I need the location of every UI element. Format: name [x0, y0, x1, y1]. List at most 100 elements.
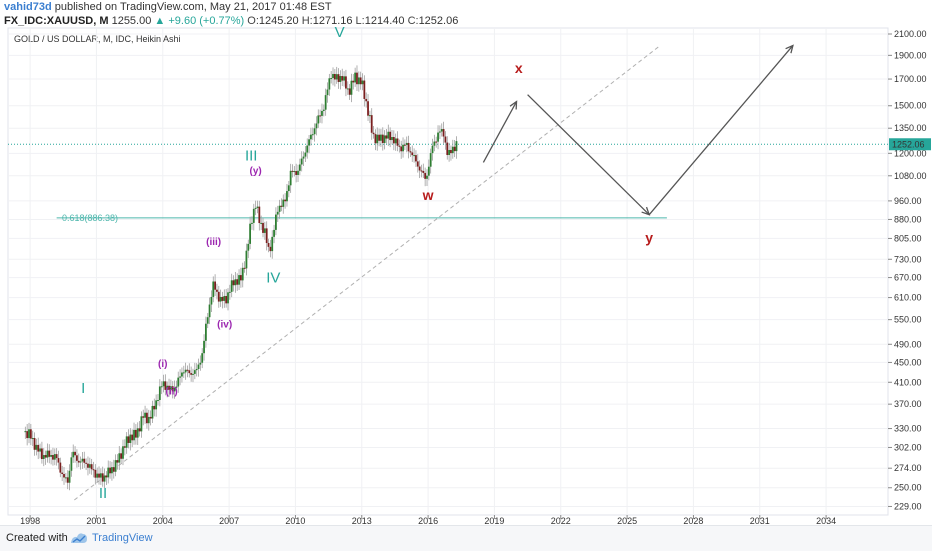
candle-up — [387, 131, 390, 139]
candle-up — [46, 450, 49, 458]
candle-up — [230, 280, 233, 292]
candle-up — [376, 134, 379, 144]
symbol-info: FX_IDC:XAUUSD, M 1255.00 ▲ +9.60 (+0.77%… — [4, 15, 458, 27]
projection-arrows[interactable] — [482, 44, 794, 216]
candle-down — [422, 170, 425, 173]
candle-down — [262, 222, 264, 233]
candle-up — [182, 372, 185, 374]
candle-up — [81, 458, 84, 462]
candle-down — [409, 151, 412, 153]
candle-down — [284, 199, 287, 202]
candle-up — [88, 464, 91, 468]
y-tick-label: 1080.00 — [894, 171, 927, 181]
candle-up — [275, 214, 277, 230]
candle-up — [103, 475, 106, 482]
candle-up — [35, 444, 38, 450]
time-axis[interactable]: 1998 2001 2004 2007 2010 2013 2016 2019 2022 2025… — [20, 515, 836, 525]
projection-arrow[interactable] — [527, 94, 650, 216]
candle-up — [245, 250, 248, 269]
author-link[interactable]: vahid73d — [4, 1, 52, 13]
candle-up — [31, 438, 34, 440]
candle-up — [181, 372, 183, 377]
candle-up — [448, 149, 451, 156]
candle-up — [322, 109, 325, 111]
publish-info: vahid73d published on TradingView.com, M… — [4, 1, 332, 13]
wave-label: II — [99, 485, 107, 502]
candle-up — [50, 455, 53, 457]
candle-up — [328, 78, 331, 90]
candle-up — [297, 170, 299, 175]
candle-down — [269, 246, 272, 252]
candle-down — [319, 115, 322, 117]
candle-up — [311, 134, 314, 136]
candle-up — [252, 208, 255, 223]
candle-up — [249, 223, 252, 244]
wave-label: I — [81, 380, 85, 397]
candle-down — [186, 369, 189, 371]
candle-down — [112, 467, 115, 472]
candle-down — [403, 144, 406, 146]
arrow-head-icon — [509, 100, 518, 110]
candle-up — [199, 362, 202, 365]
candle-up — [251, 222, 253, 224]
symbol-name[interactable]: FX_IDC:XAUUSD, M — [4, 15, 109, 27]
trendline[interactable] — [74, 45, 661, 501]
candle-up — [324, 95, 327, 110]
candle-up — [433, 141, 436, 146]
tradingview-link[interactable]: TradingView — [92, 532, 153, 544]
candle-down — [416, 161, 419, 167]
candle-up — [357, 77, 360, 85]
candle-up — [339, 76, 342, 82]
candle-down — [66, 477, 69, 483]
y-tick-label: 1700.00 — [894, 74, 927, 84]
wave-label: III — [245, 148, 258, 165]
candle-down — [94, 469, 97, 478]
wave-label: IV — [266, 269, 280, 286]
candle-up — [197, 364, 200, 370]
candle-up — [140, 416, 143, 432]
candle-up — [28, 429, 30, 439]
chart-title: GOLD / US DOLLAR, M, IDC, Heikin Ashi — [14, 34, 181, 44]
candle-up — [144, 412, 146, 418]
candle-down — [225, 295, 228, 304]
candle-up — [343, 76, 345, 81]
x-tick-label: 2001 — [86, 516, 106, 525]
projection-arrow[interactable] — [482, 101, 518, 163]
candle-up — [282, 199, 285, 207]
candle-down — [374, 134, 377, 144]
candle-down — [57, 458, 60, 463]
candle-up — [147, 416, 150, 424]
candle-up — [203, 340, 205, 354]
footer: Created with TradingView — [0, 525, 932, 551]
candle-up — [260, 222, 263, 224]
projection-arrow[interactable] — [648, 45, 794, 216]
price-axis[interactable]: 2100.00 1900.00 1700.00 1500.00 1350.00 1200.… — [888, 29, 931, 511]
candle-down — [418, 166, 421, 171]
candle-up — [350, 80, 353, 95]
candle-up — [247, 243, 250, 251]
candle-down — [109, 467, 111, 474]
candle-up — [346, 88, 349, 90]
support-trendline[interactable] — [74, 45, 661, 501]
candle-up — [413, 155, 415, 157]
candle-up — [68, 470, 71, 483]
candle-down — [258, 206, 261, 224]
fib-level[interactable]: 0.618(886.38) — [56, 213, 667, 223]
candle-down — [396, 138, 399, 146]
y-tick-label: 330.00 — [894, 424, 922, 434]
candle-down — [243, 267, 246, 269]
price-chart[interactable]: GOLD / US DOLLAR, M, IDC, Heikin Ashi 0.… — [0, 0, 932, 525]
candle-down — [356, 72, 358, 85]
tradingview-logo-icon[interactable] — [70, 531, 88, 545]
candle-up — [122, 446, 124, 459]
candle-down — [345, 76, 347, 89]
candle-down — [37, 444, 40, 452]
wave-label: (ii) — [166, 387, 178, 398]
y-tick-label: 410.00 — [894, 377, 922, 387]
candle-down — [116, 460, 119, 463]
candle-down — [188, 370, 191, 374]
candle-down — [77, 460, 80, 463]
x-tick-label: 2004 — [153, 516, 173, 525]
candle-down — [411, 152, 414, 156]
candle-down — [367, 101, 369, 116]
